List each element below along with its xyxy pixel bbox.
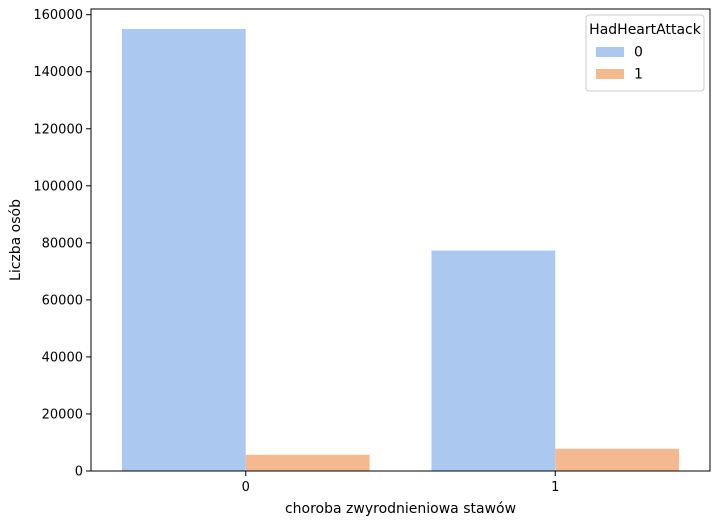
y-tick-label: 0 <box>75 465 83 480</box>
legend-swatch-1 <box>596 69 624 79</box>
y-tick-label: 40000 <box>42 350 83 365</box>
bar-series-0-cat-1 <box>431 250 556 471</box>
y-tick-label: 160000 <box>33 8 83 23</box>
x-tick-label: 1 <box>551 480 559 495</box>
x-axis-label: choroba zwyrodnieniowa stawów <box>285 501 516 517</box>
y-tick-label: 60000 <box>42 293 83 308</box>
y-tick-label: 80000 <box>42 236 83 251</box>
legend-items: 01 <box>596 45 643 83</box>
y-axis-ticks: 0 20000 40000 60000 80000 100000 120000 140000 1… <box>33 8 91 480</box>
legend-label-1: 1 <box>634 67 643 83</box>
plot-frame <box>90 8 711 472</box>
bar-series-0-cat-0 <box>121 28 246 472</box>
legend-label-0: 0 <box>634 45 643 61</box>
legend-title: HadHeartAttack <box>589 22 702 38</box>
legend: HadHeartAttack 01 <box>585 14 705 92</box>
x-tick-label: 0 <box>242 480 250 495</box>
legend-swatch-0 <box>596 47 624 57</box>
y-tick-label: 100000 <box>33 179 83 194</box>
bar-series-1-cat-1 <box>555 448 680 471</box>
bar-series-1-cat-0 <box>245 454 370 471</box>
y-tick-label: 120000 <box>33 122 83 137</box>
y-tick-label: 20000 <box>42 407 83 422</box>
y-tick-label: 140000 <box>33 65 83 80</box>
bars-group <box>121 28 680 472</box>
y-axis-label: Liczba osób <box>8 199 24 281</box>
